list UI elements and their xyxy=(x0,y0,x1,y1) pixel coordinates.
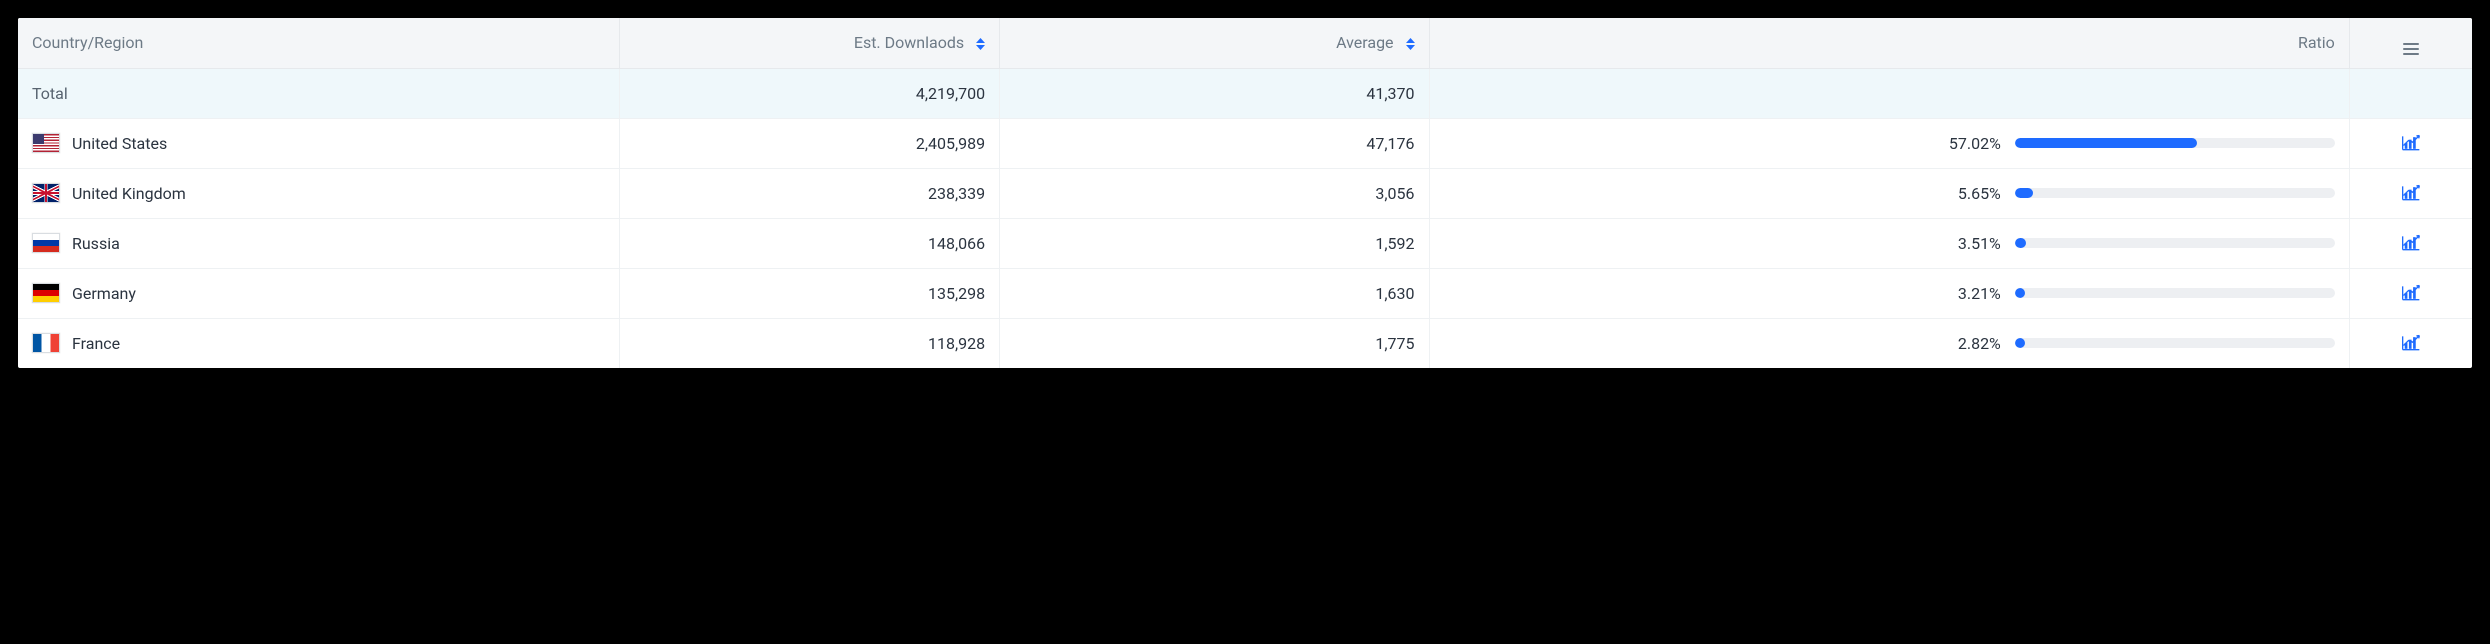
ratio-bar-track xyxy=(2015,338,2335,348)
ratio-percent: 2.82% xyxy=(1939,334,2001,353)
sort-icon[interactable] xyxy=(976,38,985,50)
total-action-empty xyxy=(2349,68,2472,118)
ratio-bar-track xyxy=(2015,238,2335,248)
data-table: Country/Region Est. Downlaods Average xyxy=(18,18,2472,368)
country-name: Russia xyxy=(72,234,120,253)
country-name: Germany xyxy=(72,284,136,303)
country-cell: France xyxy=(18,318,619,368)
menu-icon[interactable] xyxy=(2400,43,2422,55)
country-cell: United States xyxy=(18,118,619,168)
flag-icon xyxy=(32,233,60,253)
flag-icon xyxy=(32,183,60,203)
col-header-downloads[interactable]: Est. Downlaods xyxy=(619,18,999,68)
ratio-bar-fill xyxy=(2015,138,2197,148)
average-value: 47,176 xyxy=(1000,118,1429,168)
total-row: Total 4,219,700 41,370 xyxy=(18,68,2472,118)
ratio-bar-fill xyxy=(2015,338,2025,348)
table-row: Germany 135,2981,630 3.21% xyxy=(18,268,2472,318)
action-cell xyxy=(2349,168,2472,218)
ratio-bar-fill xyxy=(2015,238,2026,248)
col-header-label: Average xyxy=(1336,33,1393,52)
average-value: 1,592 xyxy=(1000,218,1429,268)
table-row: United States 2,405,98947,176 57.02% xyxy=(18,118,2472,168)
ratio-bar-fill xyxy=(2015,188,2033,198)
col-header-menu[interactable] xyxy=(2349,18,2472,68)
chart-icon[interactable] xyxy=(2397,279,2425,307)
ratio-bar-track xyxy=(2015,288,2335,298)
ratio-cell: 3.51% xyxy=(1429,218,2349,268)
country-cell: Russia xyxy=(18,218,619,268)
average-value: 3,056 xyxy=(1000,168,1429,218)
table-row: United Kingdom 238,3393,056 5.65% xyxy=(18,168,2472,218)
action-cell xyxy=(2349,218,2472,268)
ratio-cell: 3.21% xyxy=(1429,268,2349,318)
flag-icon xyxy=(32,333,60,353)
ratio-cell: 2.82% xyxy=(1429,318,2349,368)
total-label: Total xyxy=(18,68,619,118)
table-row: Russia 148,0661,592 3.51% xyxy=(18,218,2472,268)
country-name: United States xyxy=(72,134,167,153)
action-cell xyxy=(2349,118,2472,168)
flag-icon xyxy=(32,133,60,153)
action-cell xyxy=(2349,268,2472,318)
total-average: 41,370 xyxy=(1000,68,1429,118)
ratio-percent: 3.21% xyxy=(1939,284,2001,303)
chart-icon[interactable] xyxy=(2397,129,2425,157)
country-name: United Kingdom xyxy=(72,184,186,203)
downloads-by-country-table: Country/Region Est. Downlaods Average xyxy=(18,18,2472,368)
action-cell xyxy=(2349,318,2472,368)
country-name: France xyxy=(72,334,120,353)
downloads-value: 238,339 xyxy=(619,168,999,218)
chart-icon[interactable] xyxy=(2397,229,2425,257)
col-header-label: Ratio xyxy=(2298,33,2335,52)
downloads-value: 135,298 xyxy=(619,268,999,318)
chart-icon[interactable] xyxy=(2397,179,2425,207)
downloads-value: 148,066 xyxy=(619,218,999,268)
country-cell: United Kingdom xyxy=(18,168,619,218)
chart-icon[interactable] xyxy=(2397,329,2425,357)
total-downloads: 4,219,700 xyxy=(619,68,999,118)
country-cell: Germany xyxy=(18,268,619,318)
table-header-row: Country/Region Est. Downlaods Average xyxy=(18,18,2472,68)
average-value: 1,630 xyxy=(1000,268,1429,318)
average-value: 1,775 xyxy=(1000,318,1429,368)
col-header-average[interactable]: Average xyxy=(1000,18,1429,68)
ratio-percent: 3.51% xyxy=(1939,234,2001,253)
ratio-bar-fill xyxy=(2015,288,2025,298)
downloads-value: 2,405,989 xyxy=(619,118,999,168)
col-header-ratio[interactable]: Ratio xyxy=(1429,18,2349,68)
ratio-cell: 57.02% xyxy=(1429,118,2349,168)
flag-icon xyxy=(32,283,60,303)
col-header-label: Est. Downlaods xyxy=(854,33,964,52)
downloads-value: 118,928 xyxy=(619,318,999,368)
ratio-bar-track xyxy=(2015,188,2335,198)
ratio-cell: 5.65% xyxy=(1429,168,2349,218)
table-row: France 118,9281,775 2.82% xyxy=(18,318,2472,368)
total-ratio-empty xyxy=(1429,68,2349,118)
col-header-label: Country/Region xyxy=(32,33,143,52)
ratio-percent: 57.02% xyxy=(1939,134,2001,153)
ratio-percent: 5.65% xyxy=(1939,184,2001,203)
ratio-bar-track xyxy=(2015,138,2335,148)
sort-icon[interactable] xyxy=(1406,38,1415,50)
col-header-country[interactable]: Country/Region xyxy=(18,18,619,68)
